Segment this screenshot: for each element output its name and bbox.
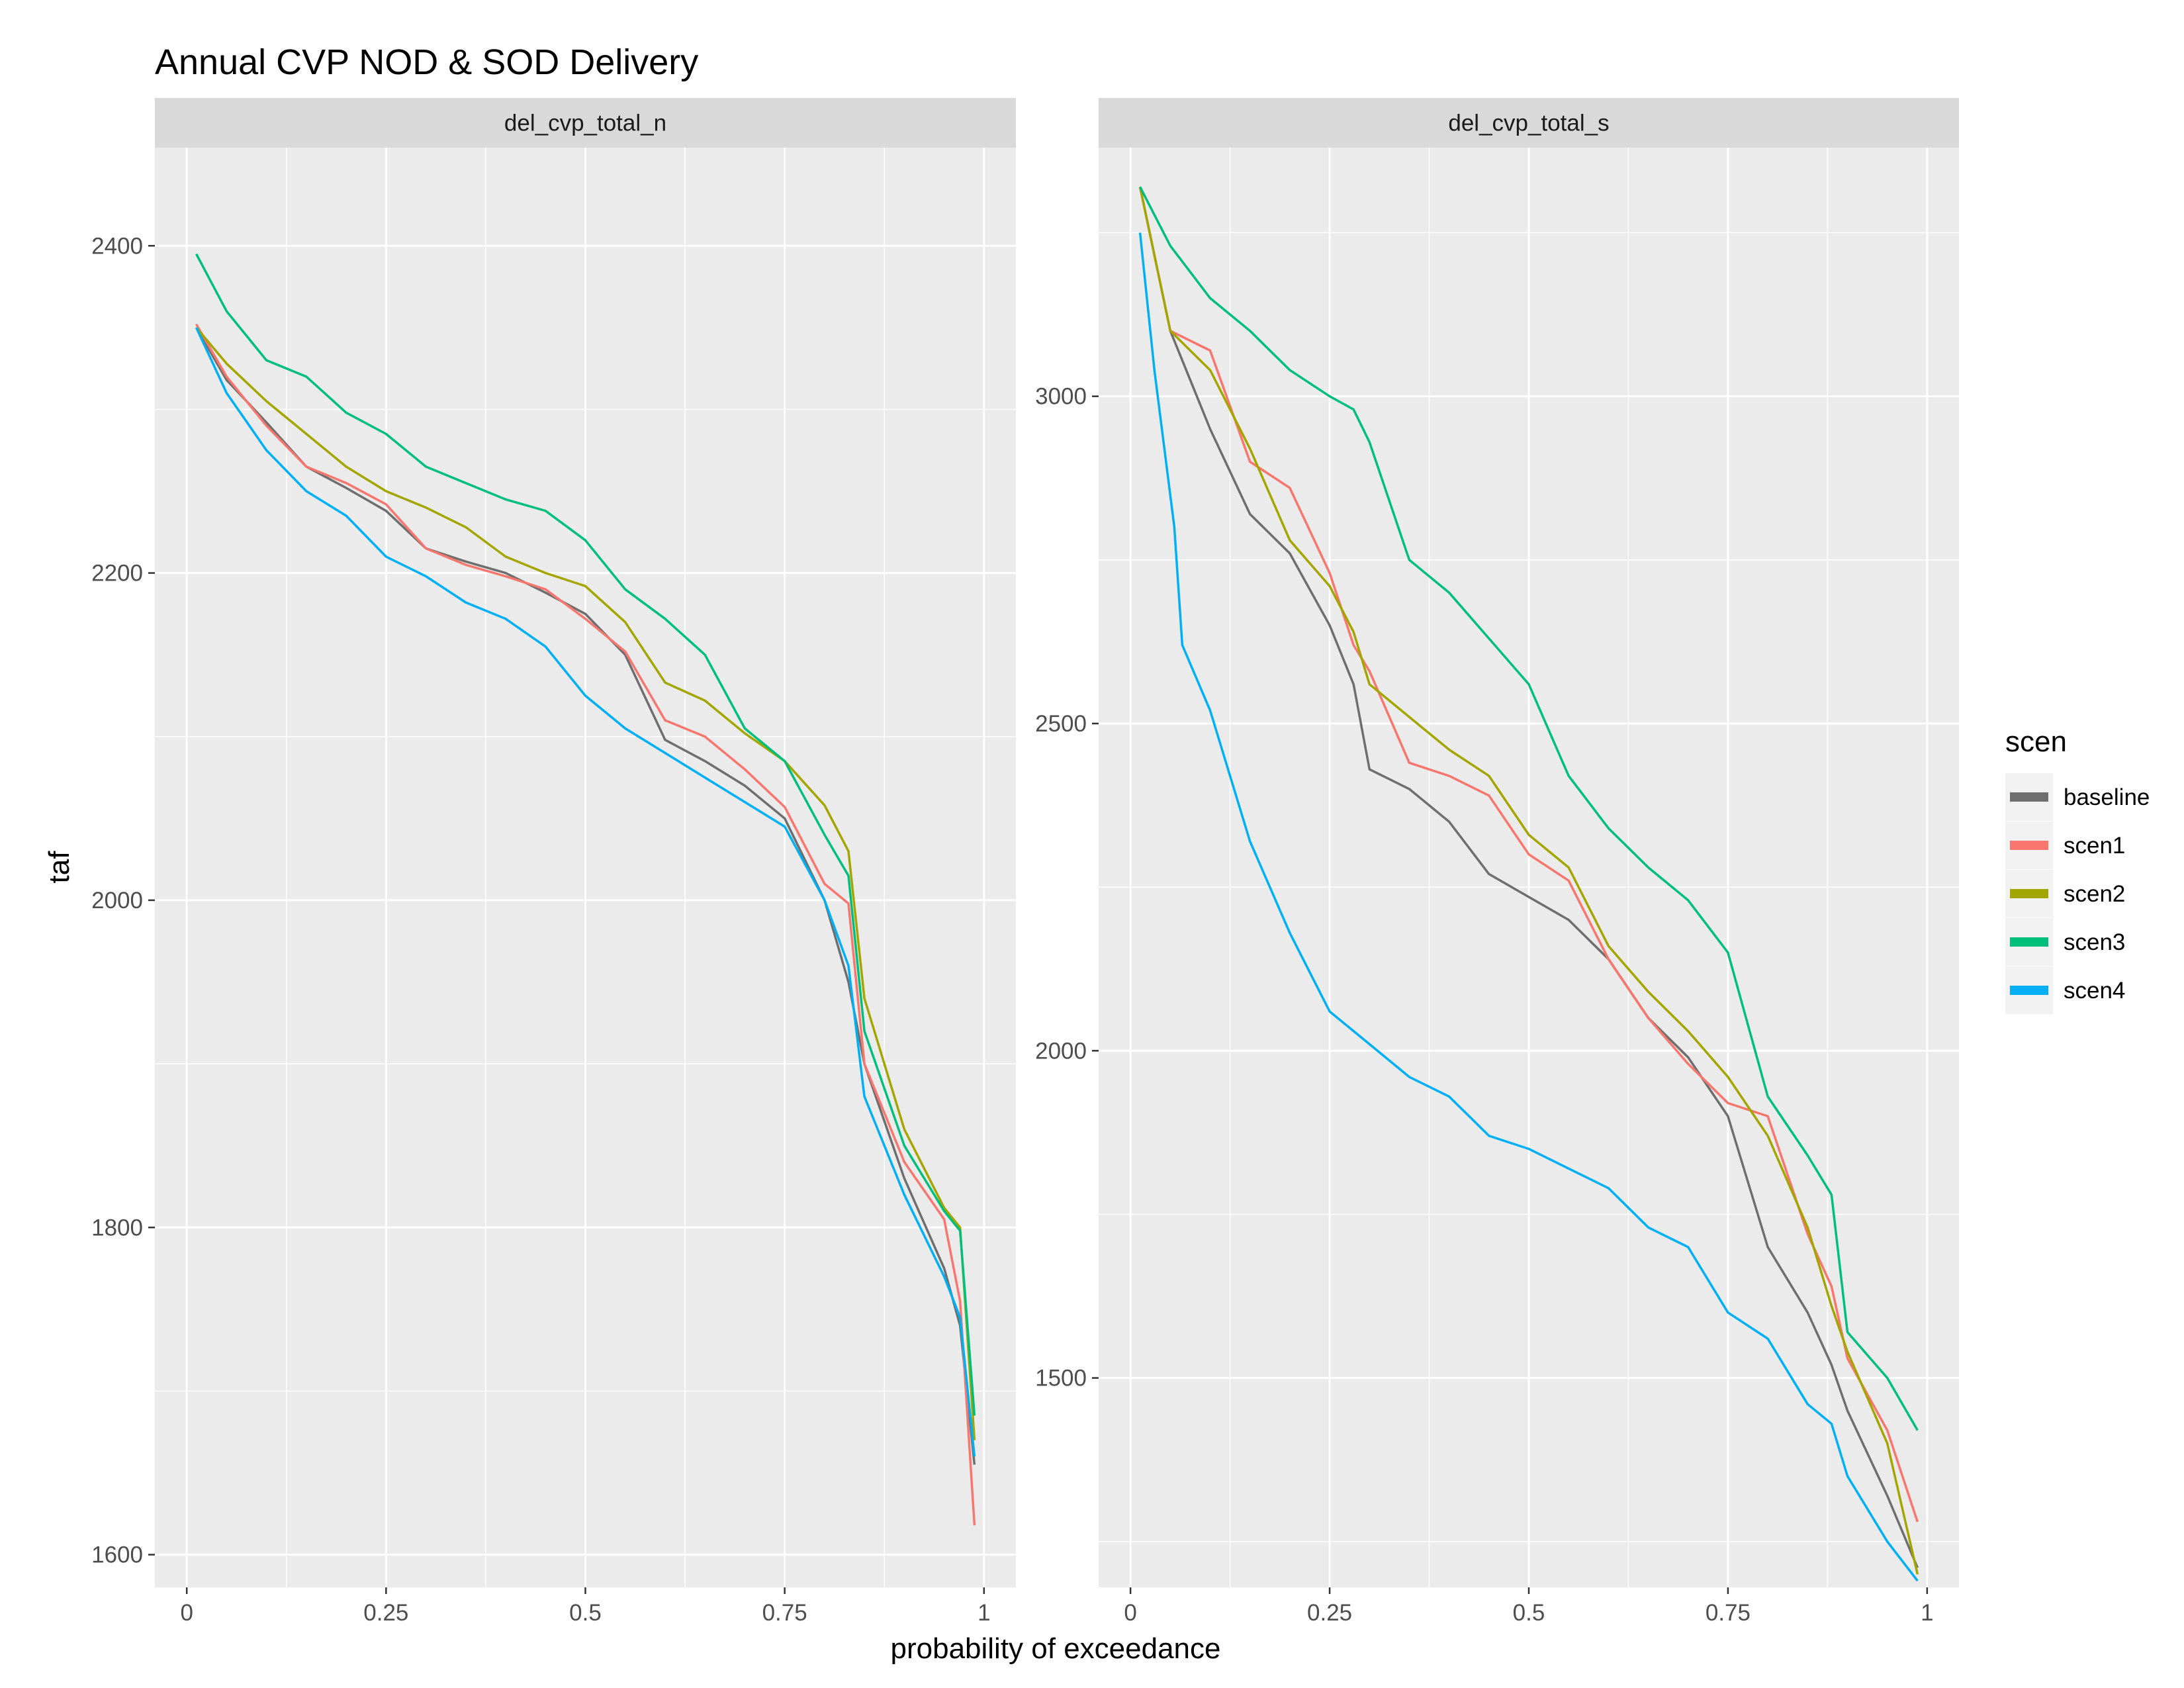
x-tick-label: 1: [978, 1600, 990, 1626]
facet-strip-label: del_cvp_total_s: [1448, 111, 1609, 136]
series-line-scen4: [195, 327, 976, 1457]
legend-title: scen: [2005, 726, 2067, 758]
x-tick-label: 1: [1921, 1600, 1933, 1626]
legend-label-scen2: scen2: [2064, 881, 2125, 907]
x-tick-label: 0.5: [1513, 1600, 1545, 1626]
series-line-scen2: [1138, 186, 1919, 1575]
series-line-scen2: [195, 326, 976, 1440]
y-tick-label: 2000: [91, 888, 143, 914]
legend-label-scen3: scen3: [2064, 929, 2125, 955]
y-tick-label: 3000: [1035, 384, 1087, 410]
x-tick-label: 0.75: [1706, 1600, 1751, 1626]
x-tick-label: 0.25: [1307, 1600, 1352, 1626]
facet-panel: del_cvp_total_s 0 0.25 0.5 0.75 1 1500 2000 2500…: [1035, 98, 1959, 1626]
y-tick-label: 2400: [91, 233, 143, 259]
y-tick-label: 2000: [1035, 1038, 1087, 1064]
series-line-scen3: [1139, 186, 1919, 1431]
y-tick-label: 2500: [1035, 711, 1087, 737]
y-tick-label: 1800: [91, 1215, 143, 1241]
series-line-baseline: [195, 327, 976, 1465]
legend-label-scen1: scen1: [2064, 833, 2125, 859]
legend-label-baseline: baseline: [2064, 784, 2150, 810]
legend-label-scen4: scen4: [2064, 978, 2125, 1004]
facet-strip-label: del_cvp_total_n: [504, 111, 666, 136]
legend: scen baseline scen1 scen2 scen3 scen4: [2005, 726, 2150, 1014]
facet-panels: del_cvp_total_n 0 0.25 0.5 0.75 1 1600 1800 2000…: [91, 98, 1959, 1626]
x-tick-label: 0.25: [363, 1600, 408, 1626]
y-axis-title: taf: [43, 851, 75, 884]
x-tick-label: 0.5: [569, 1600, 602, 1626]
facet-strip: [155, 98, 1016, 148]
y-tick-label: 2200: [91, 561, 143, 586]
x-tick-label: 0.75: [762, 1600, 807, 1626]
facet-panel: del_cvp_total_n 0 0.25 0.5 0.75 1 1600 1800 2000…: [91, 98, 1016, 1626]
series-line-baseline: [1138, 186, 1919, 1568]
chart-title: Annual CVP NOD & SOD Delivery: [155, 42, 698, 82]
x-tick-label: 0: [180, 1600, 193, 1626]
y-tick-label: 1500: [1035, 1366, 1087, 1391]
y-tick-label: 1600: [91, 1542, 143, 1568]
x-axis-title: probability of exceedance: [891, 1632, 1221, 1665]
series-line-scen1: [195, 324, 976, 1526]
x-tick-label: 0: [1124, 1600, 1136, 1626]
series-line-scen3: [195, 253, 976, 1416]
facet-strip: [1099, 98, 1959, 148]
series-line-scen4: [1138, 232, 1919, 1582]
